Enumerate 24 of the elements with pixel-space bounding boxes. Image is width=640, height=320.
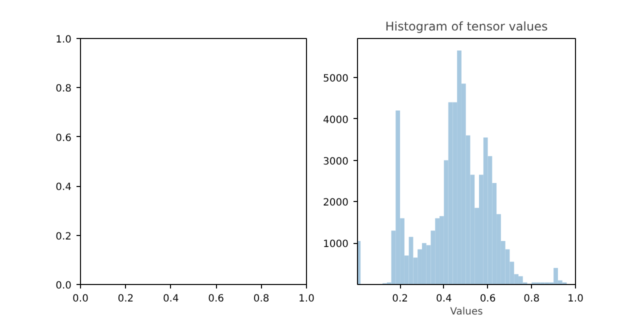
y-tick-label: 1.0 [56, 34, 72, 46]
chart-title: Histogram of tensor values [385, 20, 548, 34]
x-tick-label: 0.2 [392, 294, 408, 304]
x-tick-label: 0.8 [253, 294, 270, 304]
x-tick-label: 0.8 [524, 294, 540, 304]
y-tick-label: 5000 [323, 73, 349, 84]
x-tick-label: 0.2 [118, 294, 134, 304]
x-tick-label: 1.0 [568, 294, 584, 304]
x-tick-label: 1.0 [298, 294, 314, 304]
x-tick-label: 0.0 [72, 294, 88, 304]
x-tick-label: 0.6 [208, 294, 224, 304]
y-tick-label: 0.0 [56, 280, 72, 292]
y-tick-label: 3000 [323, 156, 349, 168]
y-tick-label: 0.4 [56, 182, 72, 194]
y-tick-label: 2000 [323, 198, 349, 209]
y-tick-label: 0.6 [56, 132, 72, 144]
y-tick-label: 4000 [323, 114, 349, 126]
x-tick-label: 0.4 [436, 294, 452, 304]
x-tick-label: 0.4 [162, 294, 179, 304]
y-tick-label: 0.8 [56, 84, 72, 95]
y-tick-label: 0.2 [56, 231, 72, 242]
y-tick-label: 1000 [323, 239, 349, 250]
x-axis-title: Values [450, 306, 483, 318]
x-tick-label: 0.6 [480, 294, 496, 304]
